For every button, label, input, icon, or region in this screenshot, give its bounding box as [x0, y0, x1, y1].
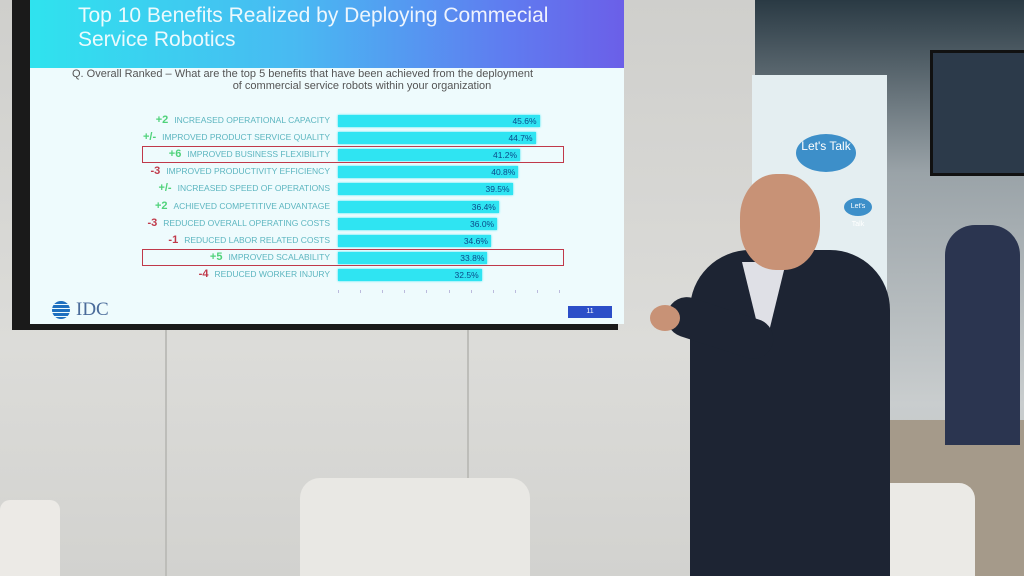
rank-change: +2 [155, 114, 169, 126]
page-number: 11 [568, 306, 612, 318]
bar: 34.6% [338, 234, 491, 247]
data-label: 39.5% [485, 184, 510, 195]
rank-change: +/- [158, 182, 172, 195]
x-axis-tick [514, 290, 516, 293]
presenter [690, 250, 890, 576]
category-label: +/- INCREASED SPEED OF OPERATIONS [30, 180, 330, 197]
x-axis-tick [448, 290, 450, 293]
category-name: IMPROVED PRODUCT SERVICE QUALITY [162, 132, 330, 143]
category-name: ACHIEVED COMPETITIVE ADVANTAGE [173, 200, 331, 211]
x-axis-tick [338, 290, 339, 293]
data-label: 45.6% [512, 116, 537, 126]
x-axis-tick [492, 290, 494, 293]
slide-header [30, 0, 624, 68]
category-name: REDUCED WORKER INJURY [214, 268, 330, 279]
idc-logo-icon [52, 301, 70, 319]
rank-change: -1 [168, 233, 179, 246]
category-label: +5 IMPROVED SCALABILITY [30, 249, 330, 266]
x-axis-tick [382, 290, 384, 293]
bar: 40.8% [338, 166, 519, 179]
rank-change: -3 [147, 216, 158, 229]
x-axis-tick [360, 290, 362, 293]
idc-logo: IDC [76, 299, 109, 320]
bar: 32.5% [338, 268, 482, 281]
highlight-box [142, 146, 564, 164]
presenter-hand [650, 305, 680, 331]
question-line-2: of commercial service robots within your… [232, 80, 492, 92]
wall-seam [467, 330, 469, 576]
booth-monitor [930, 50, 1024, 176]
data-label: 40.8% [491, 167, 516, 178]
slide-title: Top 10 Benefits Realized by Deploying Co… [78, 4, 549, 51]
slide: Top 10 Benefits Realized by Deploying Co… [30, 0, 624, 324]
lets-talk-bubble: Let's Talk [796, 134, 856, 172]
rank-change: +6 [168, 148, 182, 161]
data-label: 32.5% [454, 269, 479, 280]
category-name: IMPROVED SCALABILITY [228, 251, 330, 262]
background-person [945, 225, 1020, 445]
data-label: 41.2% [492, 150, 518, 161]
x-axis-tick [426, 290, 428, 293]
question-line-1: Q. Overall Ranked – What are the top 5 b… [72, 68, 534, 80]
category-label: -1 REDUCED LABOR RELATED COSTS [30, 232, 330, 249]
bar: 45.6% [338, 115, 540, 127]
data-label: 33.8% [460, 252, 485, 263]
chair [0, 500, 60, 576]
category-label: +2 ACHIEVED COMPETITIVE ADVANTAGE [30, 198, 330, 215]
bar: 36.4% [338, 200, 499, 213]
x-axis-tick [470, 290, 472, 293]
rank-change: +2 [154, 199, 168, 212]
x-axis-tick [536, 290, 538, 293]
category-label: -3 IMPROVED PRODUCTIVITY EFFICIENCY [30, 163, 330, 180]
highlight-box [142, 248, 564, 266]
rank-change: +/- [143, 131, 157, 144]
data-label: 36.0% [470, 218, 495, 229]
category-name: IMPROVED BUSINESS FLEXIBILITY [187, 149, 330, 160]
data-label: 36.4% [471, 201, 496, 212]
bar: 33.8% [338, 251, 488, 264]
presenter-head [740, 174, 820, 270]
bar: 39.5% [338, 183, 513, 196]
x-axis-tick [404, 290, 406, 293]
category-name: INCREASED OPERATIONAL CAPACITY [174, 115, 330, 125]
bar: 41.2% [338, 149, 521, 162]
category-label: -4 REDUCED WORKER INJURY [30, 266, 330, 283]
bar: 36.0% [338, 217, 498, 230]
data-label: 44.7% [508, 133, 533, 144]
category-label: +6 IMPROVED BUSINESS FLEXIBILITY [30, 146, 330, 163]
chair [300, 478, 530, 576]
category-name: IMPROVED PRODUCTIVITY EFFICIENCY [166, 166, 330, 177]
category-label: +2 INCREASED OPERATIONAL CAPACITY [30, 112, 330, 129]
rank-change: -3 [150, 165, 161, 178]
wall-seam [165, 330, 167, 576]
lets-talk-bubble-small: Let's Talk [844, 198, 872, 228]
display-screen: Top 10 Benefits Realized by Deploying Co… [12, 0, 624, 330]
category-name: INCREASED SPEED OF OPERATIONS [177, 183, 330, 194]
bar: 44.7% [338, 132, 536, 145]
rank-change: +5 [209, 250, 223, 263]
category-label: -3 REDUCED OVERALL OPERATING COSTS [30, 215, 330, 232]
category-name: REDUCED LABOR RELATED COSTS [184, 234, 330, 245]
rank-change: -4 [198, 267, 209, 280]
x-axis-tick [559, 290, 560, 293]
category-label: +/- IMPROVED PRODUCT SERVICE QUALITY [30, 129, 330, 146]
category-name: REDUCED OVERALL OPERATING COSTS [163, 217, 330, 228]
survey-question: Q. Overall Ranked – What are the top 5 b… [72, 68, 592, 92]
data-label: 34.6% [463, 235, 488, 246]
